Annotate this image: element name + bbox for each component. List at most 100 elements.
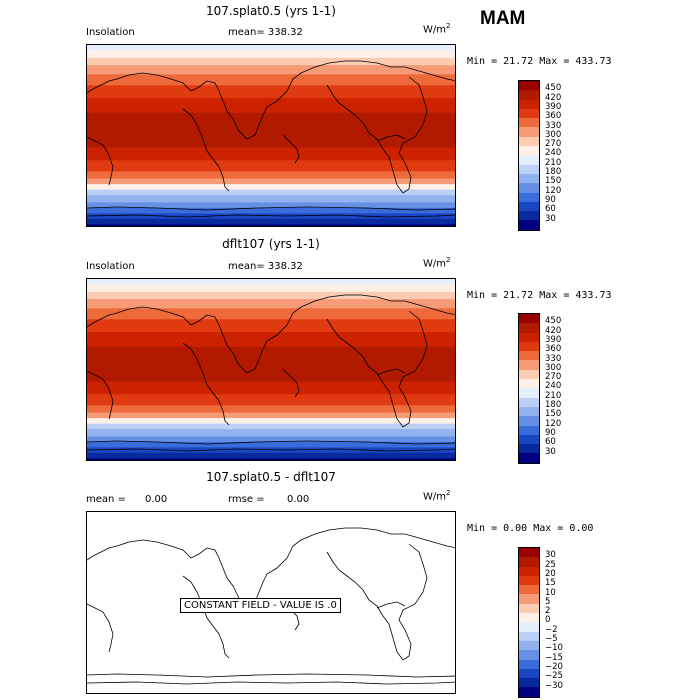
field-band	[87, 112, 455, 149]
coastline	[87, 673, 455, 678]
field-band	[87, 202, 455, 209]
colorbar-swatch	[519, 192, 539, 202]
field-band	[87, 394, 455, 406]
colorbar-tick-label: 30	[545, 550, 556, 561]
field-band	[87, 178, 455, 185]
field-band	[87, 319, 455, 333]
colorbar-tick-label: 210	[545, 390, 562, 401]
colorbar-swatch	[519, 201, 539, 212]
colorbar-swatch	[519, 220, 539, 230]
colorbar-swatch	[519, 81, 539, 91]
colorbar-tick-label: 390	[545, 101, 562, 112]
field-band	[87, 284, 455, 293]
colorbar-tick-label: 210	[545, 157, 562, 168]
colorbar-tick-label: 420	[545, 92, 562, 103]
colorbar-tick-label: 450	[545, 316, 562, 327]
colorbar-swatch	[519, 622, 539, 632]
colorbar-tick-label: −25	[545, 671, 563, 682]
panel-3-minmax: Min = 0.00 Max = 0.00	[467, 523, 594, 534]
colorbar-swatch	[519, 99, 539, 109]
colorbar-tick-label: −5	[545, 634, 558, 644]
colorbar-tick-label: 360	[545, 111, 562, 122]
field-band	[87, 291, 455, 300]
colorbar-swatch	[519, 678, 539, 688]
colorbar-swatch	[519, 118, 539, 128]
colorbar-swatch	[519, 332, 539, 342]
colorbar-tick-label: 420	[545, 325, 562, 336]
coastline	[182, 575, 230, 659]
colorbar-swatch	[519, 397, 539, 407]
panel-1-colorbar	[518, 80, 540, 231]
field-band	[87, 423, 455, 430]
coastline	[376, 368, 406, 376]
colorbar-tick-label: 5	[545, 596, 551, 607]
panel-3-mean-value: 0.00	[145, 494, 168, 505]
colorbar-swatch	[519, 406, 539, 417]
colorbar-swatch	[519, 360, 539, 370]
field-band	[87, 171, 455, 180]
colorbar-tick-label: 20	[545, 568, 556, 579]
colorbar-swatch	[519, 155, 539, 165]
field-band	[87, 412, 455, 419]
colorbar-tick-label: 300	[545, 129, 562, 140]
colorbar-tick-label: 270	[545, 139, 562, 150]
colorbar-swatch	[519, 453, 539, 463]
panel-2-units: W/m2	[423, 256, 451, 270]
constant-field-note: CONSTANT FIELD - VALUE IS .0	[180, 598, 341, 613]
colorbar-swatch	[519, 351, 539, 361]
colorbar-tick-label: 180	[545, 167, 562, 177]
coastline	[326, 310, 428, 428]
colorbar-swatch	[519, 369, 539, 380]
colorbar-swatch	[519, 687, 539, 697]
colorbar-tick-label: −20	[545, 661, 563, 672]
colorbar-tick-label: 90	[545, 194, 556, 205]
colorbar-tick-label: 120	[545, 185, 562, 196]
panel-3-units: W/m2	[423, 489, 451, 503]
coastline	[282, 368, 300, 398]
colorbar-swatch	[519, 425, 539, 435]
colorbar-swatch	[519, 444, 539, 454]
colorbar-swatch	[519, 659, 539, 669]
coastline	[87, 214, 455, 218]
colorbar-swatch	[519, 314, 539, 324]
colorbar-tick-label: 180	[545, 400, 562, 410]
colorbar-swatch	[519, 548, 539, 558]
colorbar-swatch	[519, 434, 539, 445]
panel-3-rmse-value: 0.00	[287, 494, 310, 505]
colorbar-tick-label: 240	[545, 381, 562, 392]
colorbar-tick-label: 300	[545, 362, 562, 373]
colorbar-tick-label: −15	[545, 652, 563, 663]
colorbar-swatch	[519, 108, 539, 119]
colorbar-swatch	[519, 594, 539, 604]
colorbar-tick-label: 30	[545, 213, 556, 224]
colorbar-swatch	[519, 603, 539, 614]
colorbar-swatch	[519, 650, 539, 660]
panel-2-minmax: Min = 21.72 Max = 433.73	[467, 290, 612, 301]
field-band	[87, 224, 455, 226]
colorbar-swatch	[519, 90, 539, 100]
colorbar-tick-label: 60	[545, 204, 556, 215]
panel-1-units: W/m2	[423, 22, 451, 36]
coastline	[326, 543, 428, 661]
field-band	[87, 429, 455, 437]
colorbar-swatch	[519, 146, 539, 156]
field-band	[87, 189, 455, 196]
colorbar-tick-label: 150	[545, 409, 562, 420]
panel-2-mean: mean= 338.32	[228, 261, 303, 272]
colorbar-swatch	[519, 668, 539, 679]
panel-3-map	[86, 511, 456, 694]
panel-3-mean-label: mean =	[86, 494, 126, 505]
coastline	[87, 370, 114, 420]
field-band	[87, 207, 455, 214]
colorbar-tick-label: 2	[545, 606, 551, 617]
coastline	[376, 134, 406, 142]
field-band	[87, 147, 455, 161]
colorbar-tick-label: 10	[545, 587, 556, 598]
field-band	[87, 45, 455, 52]
colorbar-swatch	[519, 557, 539, 567]
field-band	[87, 452, 455, 459]
field-band	[87, 65, 455, 75]
colorbar-swatch	[519, 585, 539, 595]
colorbar-tick-label: 0	[545, 615, 551, 626]
panel-2-field	[87, 279, 455, 460]
